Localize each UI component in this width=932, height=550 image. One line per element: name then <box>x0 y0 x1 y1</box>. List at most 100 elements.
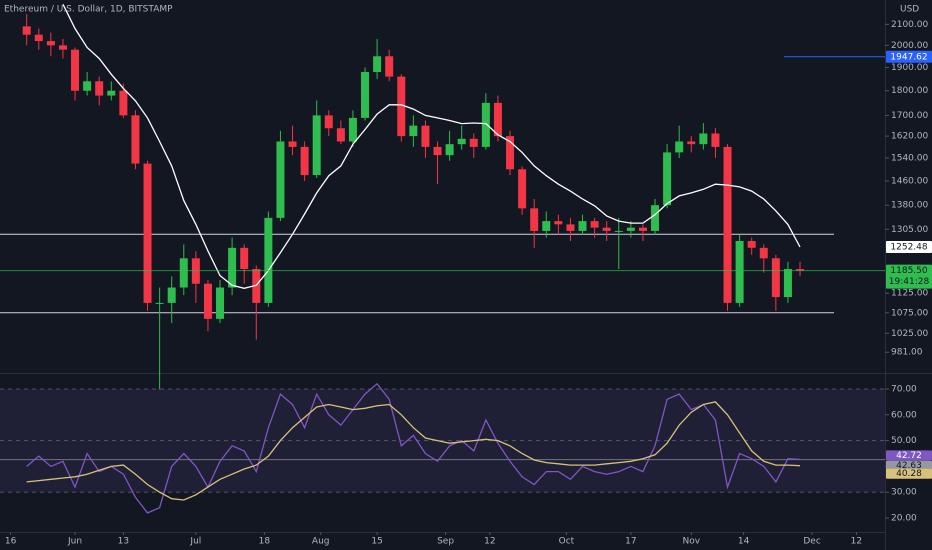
rsi-ref-label: 42.63 <box>896 461 922 471</box>
y-tick-label: 1700.00 <box>891 111 928 121</box>
candle-body <box>590 221 599 228</box>
candle-body <box>167 287 176 303</box>
x-tick-label: 12 <box>851 537 862 547</box>
candle-body <box>771 258 780 298</box>
rsi-ref-label-bg <box>886 460 932 471</box>
candle-body <box>373 56 382 73</box>
y-tick-label: 981.00 <box>891 348 923 358</box>
y-tick-label: 2000.00 <box>891 41 928 51</box>
candle-body <box>723 146 732 303</box>
candle-body <box>578 221 587 231</box>
candle-body <box>506 136 515 170</box>
candle-body <box>626 227 635 231</box>
y-tick-label: 1075.00 <box>891 308 928 318</box>
chart-title: Ethereum / U.S. Dollar, 1D, BITSTAMP <box>4 5 173 15</box>
candle-body <box>336 128 345 142</box>
x-tick-label: Sep <box>437 537 454 547</box>
rsi-value-label-bg <box>886 450 932 461</box>
candle-body <box>602 227 611 231</box>
y-tick-label: 1800.00 <box>891 86 928 96</box>
candle-body <box>759 247 768 259</box>
y-tick-label: 1125.00 <box>891 289 928 299</box>
candle-body <box>554 221 563 225</box>
alert-price-label: 1947.62 <box>890 52 927 62</box>
candle-body <box>348 117 357 142</box>
candle-body <box>46 41 55 46</box>
candle-body <box>687 141 696 145</box>
candle-body <box>433 146 442 156</box>
candle-body <box>747 240 756 248</box>
candle-body <box>469 138 478 147</box>
candle-body <box>409 125 418 137</box>
currency: USD <box>900 5 919 15</box>
candle-body <box>651 205 660 231</box>
last-price-label: 1185.50 <box>890 266 927 276</box>
y-tick-label: 1025.00 <box>891 329 928 339</box>
candle-body <box>735 240 744 303</box>
rsi-ma-label-bg <box>886 468 932 479</box>
rsi-y-tick-label: 70.00 <box>891 384 917 394</box>
candle-body <box>95 81 104 96</box>
candle-body <box>518 169 527 209</box>
candle-body <box>312 115 321 176</box>
candle-body <box>22 26 31 35</box>
candle-body <box>481 102 490 147</box>
x-tick-label: Jul <box>189 537 201 547</box>
candle-body <box>216 287 225 319</box>
candle-body <box>34 34 43 42</box>
candle-body <box>638 227 647 231</box>
moving-average-line <box>62 4 801 289</box>
x-tick-label: 13 <box>118 537 129 547</box>
x-tick-label: 12 <box>484 537 495 547</box>
candle-body <box>421 125 430 147</box>
candle-body <box>445 144 454 156</box>
ma-price-label-bg <box>886 240 932 253</box>
candle-body <box>228 247 237 288</box>
candle-body <box>300 146 309 176</box>
candle-body <box>264 217 273 303</box>
x-tick-label: 16 <box>5 537 17 547</box>
candle-body <box>83 81 92 91</box>
candle-body <box>203 283 212 319</box>
candle-body <box>614 230 623 232</box>
x-tick-label: 17 <box>625 537 636 547</box>
candle-body <box>324 115 333 129</box>
x-tick-label: Dec <box>803 537 820 547</box>
candle-body <box>675 141 684 153</box>
candle-body <box>361 72 370 118</box>
candle-body <box>566 224 575 231</box>
y-tick-label: 1305.00 <box>891 225 928 235</box>
x-tick-label: Jun <box>67 537 82 547</box>
x-tick-label: 18 <box>259 537 271 547</box>
candle-body <box>179 258 188 288</box>
candle-body <box>397 76 406 137</box>
rsi-ma-label: 40.28 <box>896 469 922 479</box>
y-tick-label: 1380.00 <box>891 201 928 211</box>
alert-price-label-bg <box>886 50 932 63</box>
candle-body <box>131 115 140 164</box>
x-tick-label: 14 <box>738 537 750 547</box>
y-tick-label: 1620.00 <box>891 132 928 142</box>
rsi-value-label: 42.72 <box>896 451 922 461</box>
rsi-y-tick-label: 30.00 <box>891 488 917 498</box>
ma-price-label: 1252.48 <box>890 242 927 252</box>
candle-body <box>107 90 116 96</box>
y-tick-label: 1900.00 <box>891 63 928 73</box>
candle-body <box>542 221 551 231</box>
candle-body <box>663 152 672 206</box>
x-tick-label: Aug <box>312 537 330 547</box>
rsi-y-tick-label: 60.00 <box>891 410 917 420</box>
candle-body <box>796 269 805 271</box>
candle-body <box>276 141 285 218</box>
candle-body <box>530 208 539 231</box>
rsi-ma-line <box>26 401 801 501</box>
candle-body <box>143 163 152 303</box>
last-price-bg <box>886 264 932 289</box>
y-tick-label: 1540.00 <box>891 153 928 163</box>
candle-body <box>58 45 67 50</box>
rsi-y-tick-label: 20.00 <box>891 514 917 524</box>
candle-body <box>155 302 164 304</box>
candle-body <box>288 141 297 147</box>
countdown: 19:41:28 <box>889 277 930 287</box>
